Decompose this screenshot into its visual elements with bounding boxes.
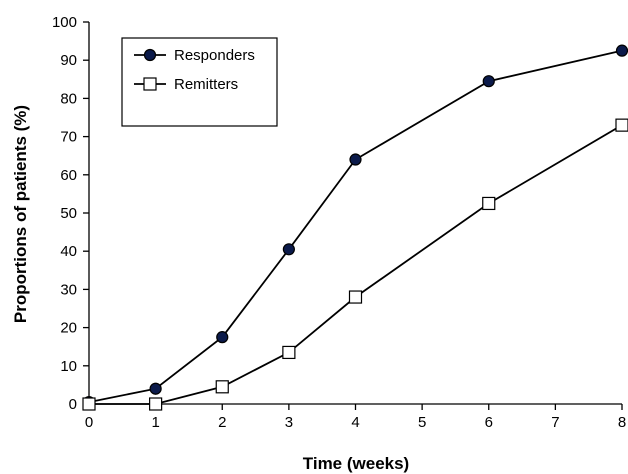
legend: Responders Remitters xyxy=(121,37,278,127)
responders-point xyxy=(216,331,229,344)
x-tick-label: 7 xyxy=(551,414,559,431)
remitters-point xyxy=(282,345,296,360)
y-tick-label: 0 xyxy=(69,396,77,413)
x-tick-label: 1 xyxy=(151,414,159,431)
legend-item-remitters: Remitters xyxy=(134,76,238,93)
x-tick-label: 6 xyxy=(485,414,493,431)
responders-point xyxy=(282,243,295,256)
series-layer xyxy=(82,44,628,411)
responders-point xyxy=(149,382,162,395)
remitters-point xyxy=(82,397,96,411)
legend-items: Responders Remitters xyxy=(134,47,255,93)
legend-item-responders: Responders xyxy=(134,47,255,64)
legend-marker xyxy=(143,48,157,62)
x-tick-label: 8 xyxy=(618,414,626,431)
x-tick-label: 2 xyxy=(218,414,226,431)
remitters-line xyxy=(89,124,623,405)
y-tick-label: 90 xyxy=(60,52,77,69)
remitters-point xyxy=(348,290,363,304)
responders-point xyxy=(349,153,362,166)
y-tick-label: 10 xyxy=(60,358,77,375)
legend-label: Remitters xyxy=(174,76,238,93)
remitters-point xyxy=(615,118,628,132)
y-tick-label: 80 xyxy=(60,90,77,107)
x-axis: 0 1 2 3 4 5 6 7 8 xyxy=(85,403,626,431)
y-tick-label: 50 xyxy=(60,205,77,222)
x-axis-title: Time (weeks) xyxy=(303,454,409,473)
y-tick-label: 40 xyxy=(60,243,77,260)
y-axis-title: Proportions of patients (%) xyxy=(11,105,30,323)
y-axis: 0 10 20 30 40 50 60 70 80 90 100 xyxy=(52,14,90,413)
responders-point xyxy=(482,75,495,88)
remitters-point xyxy=(215,380,229,394)
remitters-point xyxy=(149,397,163,411)
x-tick-label: 0 xyxy=(85,414,93,431)
remitters-point xyxy=(482,196,496,211)
y-tick-label: 100 xyxy=(52,14,77,31)
legend-label: Responders xyxy=(174,47,255,64)
x-tick-label: 4 xyxy=(351,414,359,431)
remitters-series xyxy=(82,118,628,411)
y-tick-label: 30 xyxy=(60,281,77,298)
x-tick-label: 3 xyxy=(285,414,293,431)
y-tick-label: 20 xyxy=(60,320,77,337)
responders-point xyxy=(615,44,628,57)
y-tick-label: 70 xyxy=(60,129,77,146)
legend-marker xyxy=(143,77,157,91)
x-tick-label: 5 xyxy=(418,414,426,431)
y-tick-label: 60 xyxy=(60,167,77,184)
